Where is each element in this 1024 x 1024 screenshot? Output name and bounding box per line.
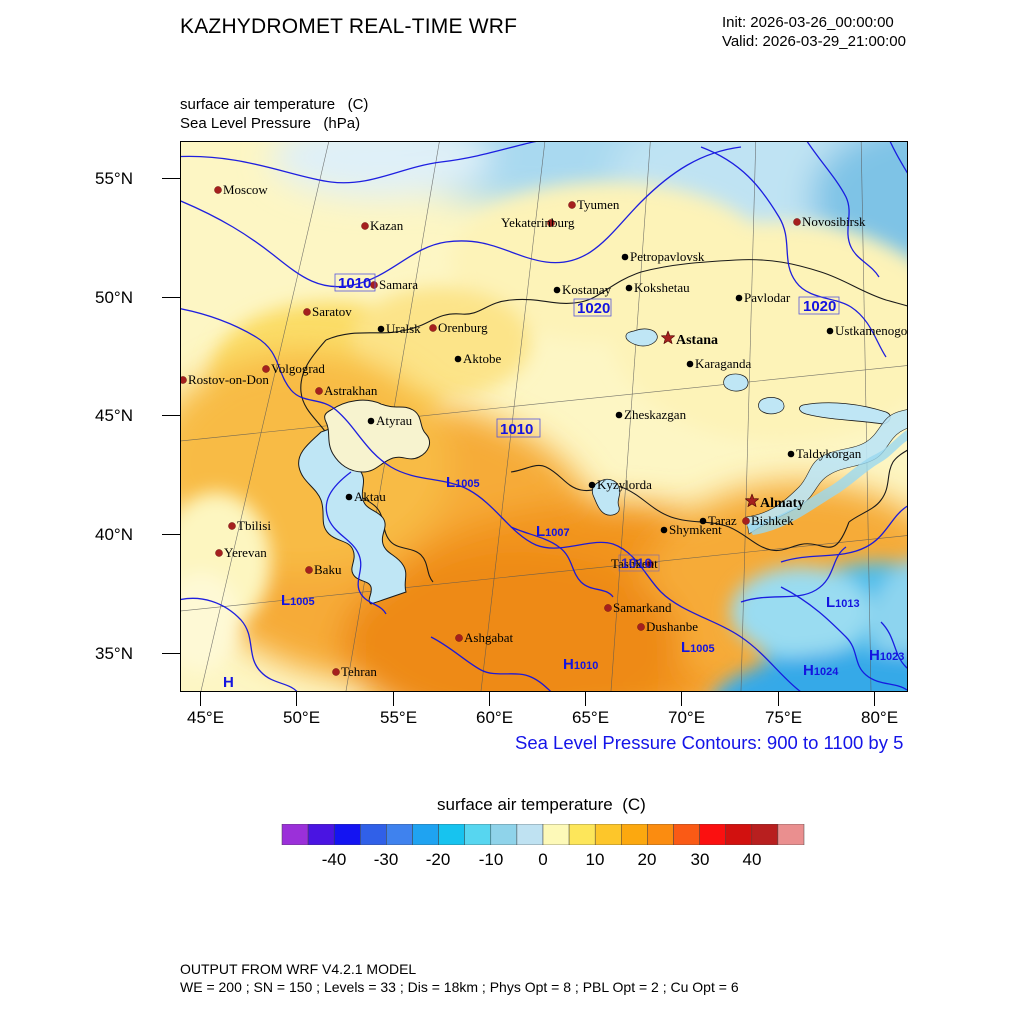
svg-text:Uralsk: Uralsk [386,321,421,336]
svg-text:Moscow: Moscow [223,182,268,197]
svg-text:Ustkamenogorsk: Ustkamenogorsk [835,323,907,338]
svg-text:Tyumen: Tyumen [577,197,620,212]
svg-text:Almaty: Almaty [760,496,804,511]
svg-text:Astana: Astana [676,333,718,348]
svg-text:1010: 1010 [500,421,533,438]
svg-text:Tbilisi: Tbilisi [237,518,271,533]
svg-text:Novosibirsk: Novosibirsk [802,214,866,229]
svg-text:Pavlodar: Pavlodar [744,290,791,305]
svg-text:Orenburg: Orenburg [438,320,488,335]
svg-text:1010: 1010 [338,275,371,292]
svg-text:Volgograd: Volgograd [271,361,325,376]
svg-text:Kokshetau: Kokshetau [634,280,690,295]
svg-text:Shymkent: Shymkent [669,522,722,537]
svg-text:Aktobe: Aktobe [463,351,502,366]
svg-text:1020: 1020 [577,300,610,317]
svg-text:Baku: Baku [314,562,342,577]
svg-text:Dushanbe: Dushanbe [646,619,698,634]
svg-text:H: H [223,674,234,691]
svg-text:Kazan: Kazan [370,218,404,233]
svg-text:Samara: Samara [379,277,418,292]
svg-text:Rostov-on-Don: Rostov-on-Don [188,372,269,387]
svg-text:Samarkand: Samarkand [613,600,672,615]
svg-text:Karaganda: Karaganda [695,356,752,371]
svg-text:Saratov: Saratov [312,304,352,319]
svg-text:Aktau: Aktau [354,489,386,504]
svg-text:Kyzylorda: Kyzylorda [597,477,652,492]
svg-text:Bishkek: Bishkek [751,513,794,528]
svg-text:Yerevan: Yerevan [224,545,267,560]
svg-text:Atyrau: Atyrau [376,413,413,428]
svg-text:Kostanay: Kostanay [562,282,612,297]
svg-text:1020: 1020 [803,298,836,315]
svg-text:Yekaterinburg: Yekaterinburg [501,215,575,230]
svg-text:Taldykorgan: Taldykorgan [796,446,862,461]
svg-text:Zheskazgan: Zheskazgan [624,407,687,422]
svg-text:Astrakhan: Astrakhan [324,383,378,398]
svg-text:Petropavlovsk: Petropavlovsk [630,249,705,264]
svg-text:Tehran: Tehran [341,664,377,679]
svg-text:Ashgabat: Ashgabat [464,630,513,645]
svg-text:1010: 1010 [621,555,652,571]
